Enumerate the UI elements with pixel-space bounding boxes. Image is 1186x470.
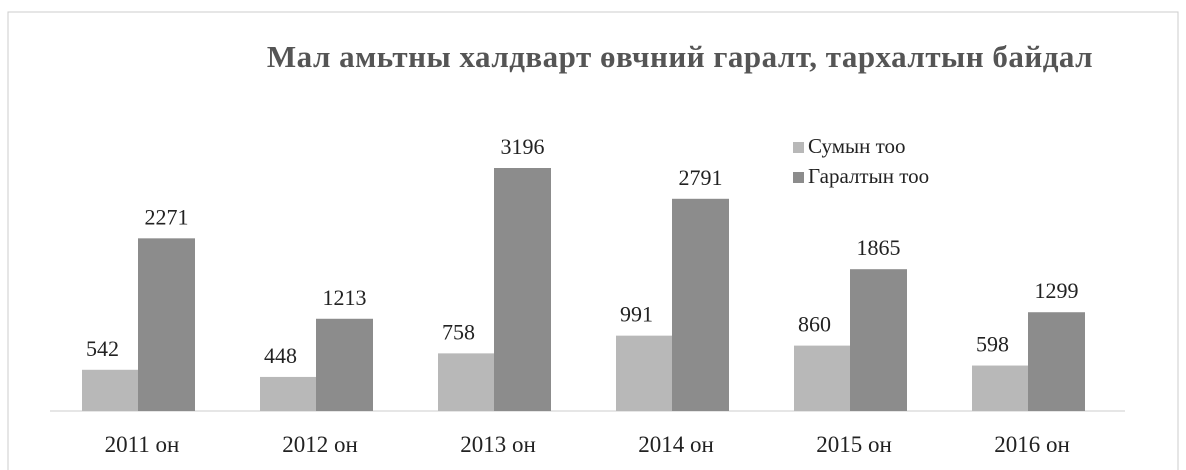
data-label: 860 <box>798 312 831 337</box>
data-label: 3196 <box>501 134 545 159</box>
legend-swatch <box>793 172 804 183</box>
data-label: 991 <box>620 302 653 327</box>
bar <box>850 269 907 411</box>
x-tick-label: 2014 он <box>638 432 714 457</box>
data-label: 1299 <box>1035 278 1079 303</box>
legend-label: Сумын тоо <box>808 134 906 158</box>
bar <box>794 345 851 411</box>
data-label: 542 <box>86 336 119 361</box>
data-label: 598 <box>976 332 1009 357</box>
data-label: 1865 <box>857 235 901 260</box>
bar <box>82 369 139 411</box>
data-label: 758 <box>442 319 475 344</box>
x-tick-label: 2015 он <box>816 432 892 457</box>
bar <box>494 168 551 411</box>
data-label: 2791 <box>679 165 723 190</box>
bar <box>672 198 729 411</box>
bar <box>138 238 195 411</box>
x-tick-label: 2012 он <box>282 432 358 457</box>
bar <box>1028 312 1085 411</box>
bar <box>972 365 1029 411</box>
chart-title: Мал амьтны халдварт өвчний гаралт, тарха… <box>266 39 1094 74</box>
bar <box>260 376 317 411</box>
bar <box>616 335 673 411</box>
bar <box>438 353 495 411</box>
legend-swatch <box>793 142 804 153</box>
bar <box>316 318 373 411</box>
x-tick-label: 2016 он <box>994 432 1070 457</box>
x-tick-label: 2013 он <box>460 432 536 457</box>
x-tick-label: 2011 он <box>105 432 180 457</box>
data-label: 2271 <box>145 204 189 229</box>
chart-frame <box>7 11 1179 470</box>
legend-label: Гаралтын тоо <box>808 164 929 188</box>
data-label: 448 <box>264 343 297 368</box>
data-label: 1213 <box>323 285 367 310</box>
